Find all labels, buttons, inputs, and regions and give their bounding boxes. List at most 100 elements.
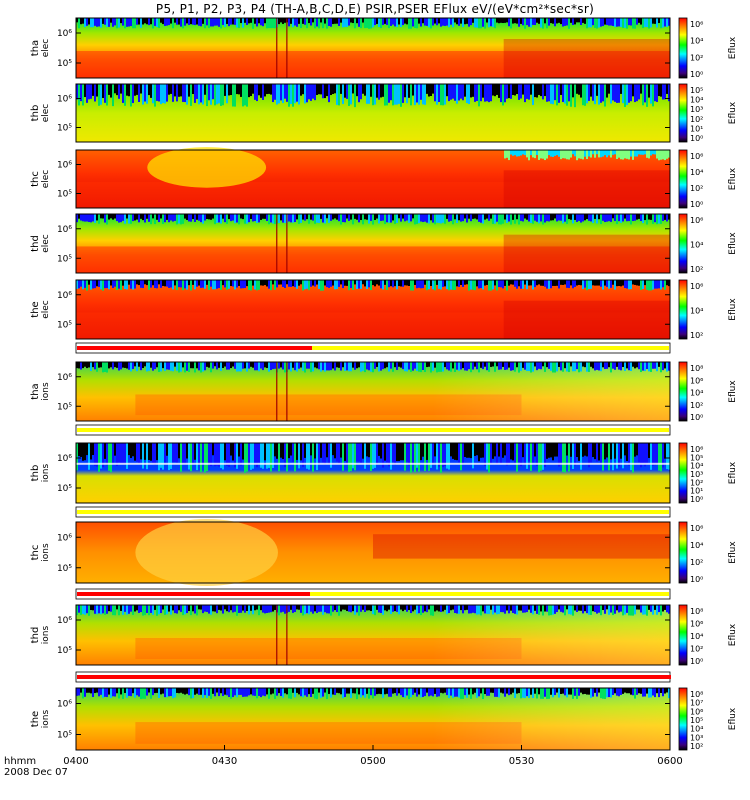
noise-column: [128, 605, 130, 614]
noise-column: [516, 214, 518, 220]
noise-column: [356, 688, 358, 700]
noise-column: [118, 214, 120, 223]
noise-column: [228, 280, 230, 289]
noise-column: [120, 688, 122, 695]
noise-column: [224, 443, 226, 461]
noise-column: [240, 84, 242, 97]
noise-column: [484, 362, 486, 367]
noise-column: [278, 605, 280, 616]
noise-column: [510, 214, 512, 225]
noise-column: [574, 18, 576, 25]
noise-column: [180, 84, 182, 97]
noise-column: [170, 18, 172, 24]
noise-column: [496, 280, 498, 291]
noise-column: [570, 443, 572, 457]
noise-column: [184, 18, 186, 26]
noise-column: [618, 280, 620, 286]
noise-column: [218, 688, 220, 697]
noise-column: [432, 443, 434, 464]
flag-bar-3: [75, 506, 671, 518]
noise-column: [424, 214, 426, 222]
noise-column: [460, 280, 462, 285]
noise-strip: [504, 150, 670, 161]
noise-column: [134, 280, 136, 289]
noise-column: [254, 280, 256, 290]
noise-column: [390, 362, 392, 369]
noise-column: [330, 688, 332, 698]
noise-column: [654, 150, 656, 155]
noise-column: [642, 84, 644, 106]
noise-column: [382, 214, 384, 221]
noise-column: [616, 362, 618, 367]
noise-column: [318, 84, 320, 95]
noise-column: [374, 18, 376, 26]
noise-column: [154, 84, 156, 107]
noise-column: [648, 688, 650, 698]
noise-column: [144, 362, 146, 367]
noise-column: [188, 688, 190, 696]
noise-column: [548, 605, 550, 616]
noise-column: [470, 280, 472, 290]
noise-column: [382, 280, 384, 290]
noise-column: [382, 688, 384, 698]
noise-column: [536, 18, 538, 23]
noise-column: [660, 84, 662, 97]
noise-column: [664, 214, 666, 220]
noise-column: [420, 688, 422, 698]
noise-column: [502, 688, 504, 694]
noise-column: [634, 605, 636, 615]
noise-column: [444, 605, 446, 610]
noise-column: [454, 18, 456, 23]
noise-column: [498, 18, 500, 24]
noise-column: [182, 84, 184, 102]
noise-column: [538, 18, 540, 24]
noise-column: [326, 443, 328, 458]
noise-column: [466, 280, 468, 285]
noise-column: [344, 214, 346, 223]
noise-column: [520, 443, 522, 467]
noise-column: [566, 362, 568, 372]
noise-column: [536, 362, 538, 371]
noise-column: [290, 214, 292, 223]
noise-column: [498, 214, 500, 225]
noise-column: [514, 18, 516, 24]
noise-column: [312, 443, 314, 472]
noise-column: [482, 688, 484, 699]
noise-column: [600, 214, 602, 225]
noise-column: [108, 84, 110, 95]
noise-column: [646, 280, 648, 290]
noise-column: [552, 150, 554, 157]
noise-column: [578, 443, 580, 461]
noise-column: [572, 688, 574, 699]
noise-column: [394, 443, 396, 465]
noise-column: [500, 18, 502, 23]
noise-column: [398, 280, 400, 287]
noise-column: [136, 84, 138, 95]
noise-column: [162, 605, 164, 610]
noise-column: [342, 605, 344, 610]
noise-column: [416, 605, 418, 615]
noise-column: [406, 214, 408, 221]
noise-column: [502, 18, 504, 24]
noise-column: [618, 605, 620, 613]
noise-column: [560, 605, 562, 612]
noise-column: [528, 214, 530, 222]
noise-column: [312, 18, 314, 23]
noise-column: [492, 688, 494, 693]
noise-column: [290, 280, 292, 287]
noise-column: [472, 214, 474, 219]
noise-column: [120, 362, 122, 370]
noise-column: [494, 362, 496, 372]
noise-column: [646, 443, 648, 464]
noise-column: [152, 18, 154, 29]
noise-column: [492, 443, 494, 459]
noise-column: [348, 605, 350, 612]
noise-column: [128, 688, 130, 696]
noise-column: [80, 443, 82, 457]
panel-frame: [75, 604, 671, 666]
noise-column: [496, 84, 498, 95]
noise-column: [328, 605, 330, 614]
noise-column: [582, 18, 584, 23]
noise-column: [438, 362, 440, 372]
